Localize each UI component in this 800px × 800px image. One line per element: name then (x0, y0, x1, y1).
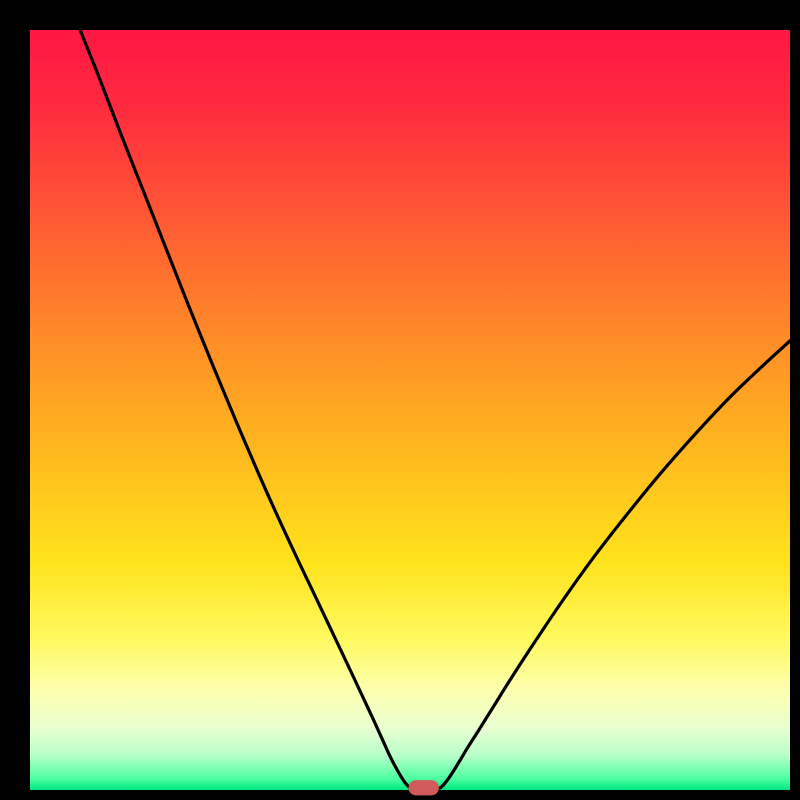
bottleneck-chart (0, 0, 800, 800)
chart-background-gradient (30, 30, 790, 790)
optimal-point-marker (408, 780, 438, 795)
